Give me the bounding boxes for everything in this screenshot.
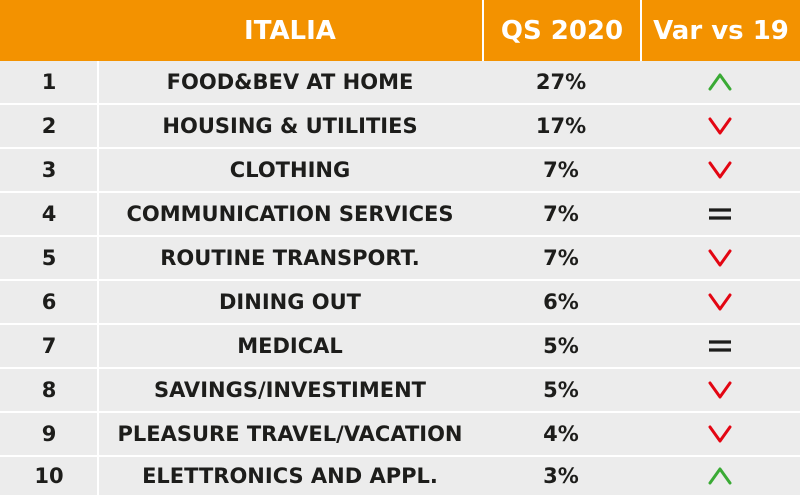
rank-cell: 10 <box>34 464 64 488</box>
column-divider <box>97 369 99 411</box>
rank-cell: 2 <box>41 114 57 138</box>
category-cell: HOUSING & UTILITIES <box>162 114 418 138</box>
rank-cell: 6 <box>41 290 57 314</box>
chevron-down-stroke <box>708 293 732 311</box>
header-var-vs-19: Var vs 19 <box>653 15 789 46</box>
chevron-down-stroke <box>708 161 732 179</box>
category-cell: COMMUNICATION SERVICES <box>126 202 454 226</box>
trend-cell <box>640 193 800 235</box>
category-cell: SAVINGS/INVESTIMENT <box>153 378 426 402</box>
column-divider <box>97 105 99 147</box>
chevron-down-icon <box>708 249 732 267</box>
table-header: ITALIA QS 2020 Var vs 19 <box>0 0 800 61</box>
chevron-down-icon <box>708 293 732 311</box>
rank-cell: 8 <box>41 378 57 402</box>
chevron-up-stroke <box>708 73 732 91</box>
row-separator <box>0 323 800 325</box>
column-divider <box>97 457 99 495</box>
rank-cell: 7 <box>41 334 57 358</box>
trend-cell <box>640 237 800 279</box>
chevron-up-icon <box>708 73 732 91</box>
category-cell: MEDICAL <box>237 334 343 358</box>
share-cell: 5% <box>543 334 579 358</box>
header-qs2020: QS 2020 <box>500 15 624 46</box>
trend-cell <box>640 413 800 455</box>
trend-cell <box>640 105 800 147</box>
row-separator <box>0 147 800 149</box>
column-divider <box>97 193 99 235</box>
row-separator <box>0 279 800 281</box>
rank-cell: 9 <box>41 422 57 446</box>
chevron-down-stroke <box>708 117 732 135</box>
column-divider <box>97 237 99 279</box>
category-cell: ELETTRONICS AND APPL. <box>142 464 438 488</box>
chevron-down-icon <box>708 381 732 399</box>
row-separator <box>0 191 800 193</box>
category-cell: ROUTINE TRANSPORT. <box>160 246 420 270</box>
category-cell: PLEASURE TRAVEL/VACATION <box>117 422 463 446</box>
share-cell: 17% <box>535 114 587 138</box>
equals-icon <box>709 208 731 220</box>
share-cell: 3% <box>543 464 579 488</box>
chevron-down-icon <box>708 425 732 443</box>
header-divider <box>640 0 642 61</box>
share-cell: 7% <box>543 158 579 182</box>
chevron-down-stroke <box>708 381 732 399</box>
chevron-up-stroke <box>708 467 732 485</box>
table-row: 7 MEDICAL 5% <box>0 325 800 367</box>
share-cell: 27% <box>535 70 587 94</box>
table-row: 9 PLEASURE TRAVEL/VACATION 4% <box>0 413 800 455</box>
chevron-down-icon <box>708 161 732 179</box>
table-row: 4 COMMUNICATION SERVICES 7% <box>0 193 800 235</box>
trend-cell <box>640 61 800 103</box>
chevron-up-icon <box>708 467 732 485</box>
row-separator <box>0 411 800 413</box>
column-divider <box>97 325 99 367</box>
trend-cell <box>640 281 800 323</box>
row-separator <box>0 235 800 237</box>
trend-cell <box>640 149 800 191</box>
header-italia: ITALIA <box>244 15 336 46</box>
category-cell: DINING OUT <box>219 290 361 314</box>
table-row: 10 ELETTRONICS AND APPL. 3% <box>0 457 800 495</box>
trend-cell <box>640 325 800 367</box>
row-separator <box>0 103 800 105</box>
table-row: 3 CLOTHING 7% <box>0 149 800 191</box>
column-divider <box>97 281 99 323</box>
row-separator <box>0 367 800 369</box>
chevron-down-stroke <box>708 249 732 267</box>
header-divider <box>482 0 484 61</box>
rank-cell: 3 <box>41 158 57 182</box>
chevron-down-stroke <box>708 425 732 443</box>
row-separator <box>0 455 800 457</box>
column-divider <box>97 61 99 103</box>
category-cell: FOOD&BEV AT HOME <box>166 70 414 94</box>
rank-cell: 1 <box>41 70 57 94</box>
share-cell: 5% <box>543 378 579 402</box>
category-cell: CLOTHING <box>229 158 351 182</box>
table-row: 2 HOUSING & UTILITIES 17% <box>0 105 800 147</box>
trend-cell <box>640 457 800 495</box>
table-row: 6 DINING OUT 6% <box>0 281 800 323</box>
table-row: 8 SAVINGS/INVESTIMENT 5% <box>0 369 800 411</box>
share-cell: 7% <box>543 246 579 270</box>
table-row: 5 ROUTINE TRANSPORT. 7% <box>0 237 800 279</box>
rank-cell: 5 <box>41 246 57 270</box>
trend-cell <box>640 369 800 411</box>
table-row: 1 FOOD&BEV AT HOME 27% <box>0 61 800 103</box>
equals-icon <box>709 340 731 352</box>
chevron-down-icon <box>708 117 732 135</box>
column-divider <box>97 149 99 191</box>
column-divider <box>97 413 99 455</box>
share-cell: 7% <box>543 202 579 226</box>
rank-cell: 4 <box>41 202 57 226</box>
share-cell: 4% <box>543 422 579 446</box>
share-cell: 6% <box>543 290 579 314</box>
